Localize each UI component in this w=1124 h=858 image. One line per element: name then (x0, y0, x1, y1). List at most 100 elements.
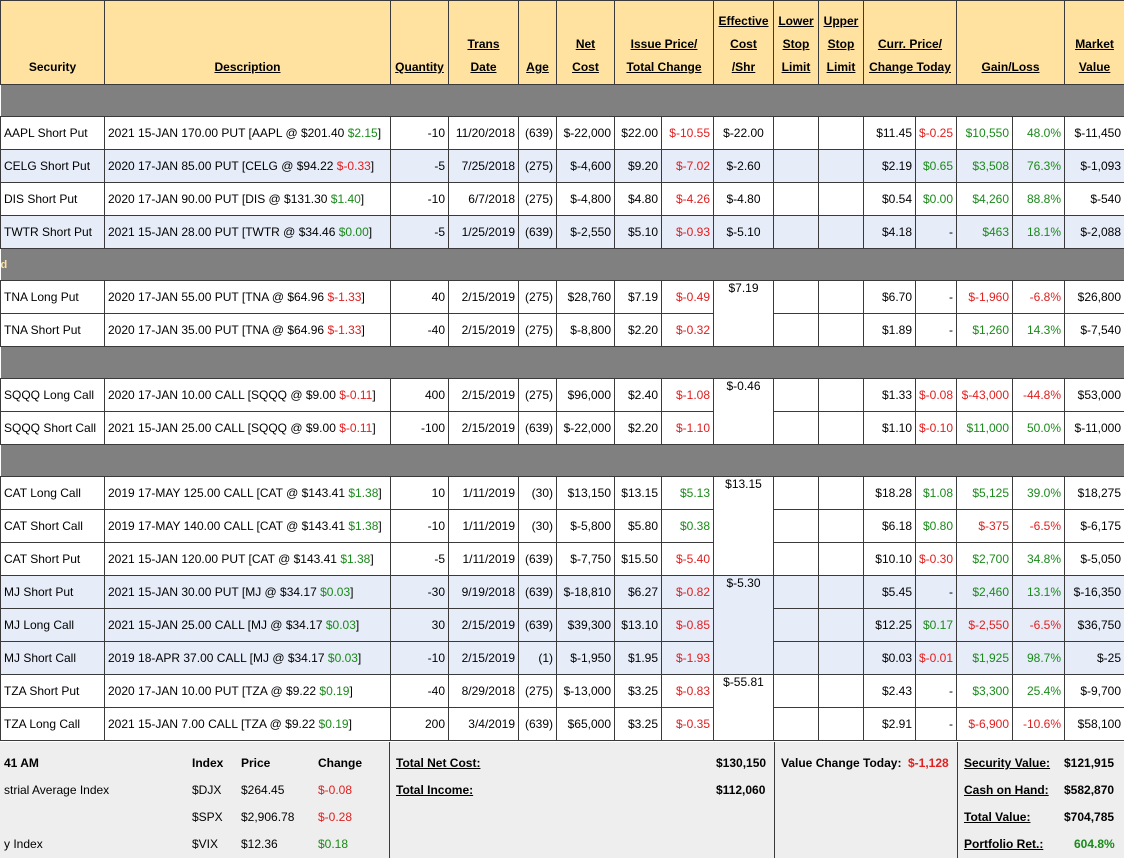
market-value-cell: $-6,175 (1064, 509, 1124, 543)
gain-loss-cell: $-1,960 (956, 280, 1014, 314)
table-row[interactable]: TWTR Short Put 2021 15-JAN 28.00 PUT [TWT… (0, 215, 1124, 249)
security-cell[interactable]: SQQQ Long Call (0, 378, 105, 412)
issue-price-cell: $2.20 (614, 313, 662, 347)
col-upper-stop[interactable]: Upper Stop Limit (818, 0, 864, 85)
security-cell[interactable]: MJ Short Put (0, 575, 105, 609)
security-cell[interactable]: MJ Short Call (0, 641, 105, 675)
age-cell: (275) (518, 313, 557, 347)
lower-stop-cell (773, 116, 819, 150)
total-change-cell: $-4.26 (661, 182, 714, 216)
underlying-change: $0.03 (325, 618, 356, 632)
total-net-cost-label[interactable]: Total Net Cost: (396, 756, 481, 770)
security-cell[interactable]: DIS Short Put (0, 182, 105, 216)
table-row[interactable]: SQQQ Long Call 2020 17-JAN 10.00 CALL [SQ… (0, 378, 1124, 445)
gain-loss-cell: $5,125 (956, 476, 1014, 510)
trans-date-cell: 8/29/2018 (448, 674, 519, 708)
total-change-cell: $-0.32 (661, 313, 714, 347)
security-cell[interactable]: TWTR Short Put (0, 215, 105, 249)
change-today-cell: $-0.25 (914, 116, 958, 150)
underlying-change: $1.38 (348, 519, 379, 533)
col-issue-price[interactable]: Issue Price/Total Change (614, 0, 714, 85)
upper-stop-cell (818, 641, 864, 675)
security-cell[interactable]: TNA Short Put (0, 313, 105, 347)
security-cell[interactable]: TZA Long Call (0, 707, 105, 741)
lower-stop-cell (773, 280, 819, 314)
gain-loss-cell: $10,550 (956, 116, 1014, 150)
change-today-cell: - (914, 280, 958, 314)
quantity-cell: -5 (390, 542, 449, 576)
upper-stop-cell (818, 215, 864, 249)
cash-label[interactable]: Cash on Hand: (964, 783, 1049, 797)
col-gain-loss[interactable]: Gain/Loss (956, 0, 1066, 85)
col-trans-date[interactable]: Trans Date (448, 0, 519, 85)
col-age[interactable]: Age (518, 0, 557, 85)
quantity-cell: -100 (390, 411, 449, 445)
security-cell[interactable]: AAPL Short Put (0, 116, 105, 150)
col-effective-cost[interactable]: Effective Cost/Shr (713, 0, 774, 85)
index-name: strial Average Index (4, 783, 110, 797)
security-value-label[interactable]: Security Value: (964, 756, 1051, 770)
col-market-value[interactable]: Market Value (1064, 0, 1124, 85)
effective-cost-cell: $-5.10 (713, 215, 774, 249)
effective-cost-cell: $-5.30 (713, 575, 774, 675)
gain-loss-pct-cell: 18.1% (1012, 215, 1066, 249)
security-cell[interactable]: CAT Short Call (0, 509, 105, 543)
gain-loss-cell: $-43,000 (956, 378, 1014, 412)
description-text: 2020 17-JAN 10.00 PUT [TZA @ $9.22 (108, 684, 317, 698)
gain-loss-cell: $2,700 (956, 542, 1014, 576)
total-value-label[interactable]: Total Value: (964, 810, 1031, 824)
security-cell[interactable]: SQQQ Short Call (0, 411, 105, 445)
issue-price-cell: $1.95 (614, 641, 662, 675)
col-quantity[interactable]: Quantity (390, 0, 449, 85)
market-value-cell: $-9,700 (1064, 674, 1124, 708)
portfolio-ret-label[interactable]: Portfolio Ret.: (964, 837, 1044, 851)
col-curr-price[interactable]: Curr. Price/Change Today (862, 0, 958, 85)
table-row[interactable]: MJ Short Call 2019 18-APR 37.00 CALL [MJ … (0, 641, 1124, 675)
table-row[interactable]: AAPL Short Put 2021 15-JAN 170.00 PUT [AA… (0, 116, 1124, 150)
security-cell[interactable]: MJ Long Call (0, 608, 105, 642)
table-row[interactable]: CELG Short Put 2020 17-JAN 85.00 PUT [CEL… (0, 149, 1124, 183)
security-cell[interactable]: TNA Long Put (0, 280, 105, 314)
description-text: 2020 17-JAN 90.00 PUT [DIS @ $131.30 (108, 192, 328, 206)
security-cell[interactable]: CELG Short Put (0, 149, 105, 183)
index-change: $-0.28 (318, 810, 353, 824)
table-row[interactable]: TNA Long Put 2020 17-JAN 55.00 PUT [TNA @… (0, 280, 1124, 347)
table-row[interactable]: CAT Long Call 2019 17-MAY 125.00 CALL [CA… (0, 476, 1124, 576)
total-income-label[interactable]: Total Income: (396, 783, 474, 797)
table-row[interactable]: DIS Short Put 2020 17-JAN 90.00 PUT [DIS … (0, 182, 1124, 216)
group-separator: d (0, 248, 1124, 281)
security-cell[interactable]: TZA Short Put (0, 674, 105, 708)
security-cell[interactable]: CAT Short Put (0, 542, 105, 576)
col-lower-stop[interactable]: Lower Stop Limit (773, 0, 819, 85)
col-description[interactable]: Description (104, 0, 391, 85)
underlying-change: $1.38 (348, 486, 379, 500)
index-name: y Index (4, 837, 43, 851)
table-row[interactable]: CAT Short Call 2019 17-MAY 140.00 CALL [C… (0, 509, 1124, 543)
table-row[interactable]: TNA Short Put 2020 17-JAN 35.00 PUT [TNA … (0, 313, 1124, 347)
issue-price-cell: $13.10 (614, 608, 662, 642)
issue-price-cell: $7.19 (614, 280, 662, 314)
description-cell: 2021 15-JAN 170.00 PUT [AAPL @ $201.40 $… (104, 116, 391, 150)
col-security[interactable]: Security (0, 0, 105, 85)
description-cell: 2021 15-JAN 7.00 CALL [TZA @ $9.22 $0.19… (104, 707, 391, 741)
change-today-cell: $-0.10 (914, 411, 958, 445)
description-cell: 2021 15-JAN 28.00 PUT [TWTR @ $34.46 $0.… (104, 215, 391, 249)
lower-stop-cell (773, 313, 819, 347)
change-today-cell: $0.17 (914, 608, 958, 642)
description-text: 2021 15-JAN 28.00 PUT [TWTR @ $34.46 (108, 225, 336, 239)
table-row[interactable]: CAT Short Put 2021 15-JAN 120.00 PUT [CAT… (0, 542, 1124, 576)
table-row[interactable]: MJ Long Call 2021 15-JAN 25.00 CALL [MJ @… (0, 608, 1124, 642)
curr-price-cell: $4.18 (863, 215, 916, 249)
table-row[interactable]: MJ Short Put 2021 15-JAN 30.00 PUT [MJ @ … (0, 575, 1124, 675)
market-value-cell: $-16,350 (1064, 575, 1124, 609)
table-row[interactable]: TZA Short Put 2020 17-JAN 10.00 PUT [TZA … (0, 674, 1124, 741)
lower-stop-cell (773, 542, 819, 576)
net-cost-cell: $-18,810 (556, 575, 615, 609)
market-value-cell: $-5,050 (1064, 542, 1124, 576)
table-row[interactable]: SQQQ Short Call 2021 15-JAN 25.00 CALL [S… (0, 411, 1124, 445)
security-cell[interactable]: CAT Long Call (0, 476, 105, 510)
quantity-cell: -10 (390, 509, 449, 543)
table-row[interactable]: TZA Long Call 2021 15-JAN 7.00 CALL [TZA … (0, 707, 1124, 741)
net-cost-cell: $-8,800 (556, 313, 615, 347)
col-net-cost[interactable]: Net Cost (556, 0, 615, 85)
